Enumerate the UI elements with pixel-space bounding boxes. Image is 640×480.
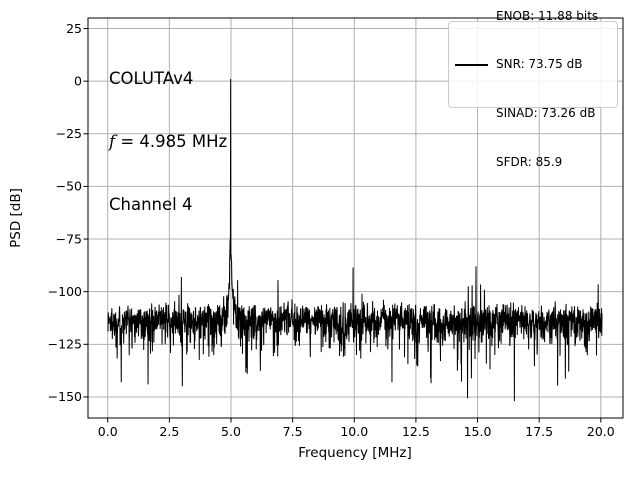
y-tick-label: −75 [56, 231, 82, 246]
legend-entry-sfdr: SFDR: 85.9 [496, 154, 563, 169]
y-tick-label: −150 [48, 389, 82, 404]
y-tick-label: −100 [48, 284, 82, 299]
y-tick-label: −25 [56, 126, 82, 141]
psd-trace [107, 79, 603, 402]
x-axis-label: Frequency [MHz] [298, 445, 412, 461]
annotation-channel: Channel 4 [109, 195, 193, 214]
legend-entry-sinad: SINAD: 73.26 dB [496, 106, 596, 121]
frequency-value: = 4.985 MHz [115, 132, 228, 151]
x-tick-label: 20.0 [587, 424, 615, 439]
legend-entry-enob: ENOB: 11.88 bits [496, 8, 599, 23]
x-tick-label: 17.5 [525, 424, 553, 439]
x-tick-label: 0.0 [98, 424, 118, 439]
x-tick-label: 15.0 [464, 424, 492, 439]
y-axis-label: PSD [dB] [8, 188, 24, 248]
y-tick-label: −125 [48, 337, 82, 352]
y-tick-label: 0 [74, 73, 82, 88]
legend-box: AWG: 10.0 Vpp ENOB: 11.88 bits SNR: 73.7… [448, 9, 618, 169]
legend-entry-snr: SNR: 73.75 dB [496, 57, 583, 72]
annotation-frequency: f = 4.985 MHz [109, 131, 227, 152]
x-tick-label: 7.5 [283, 424, 303, 439]
frequency-symbol: f [109, 132, 116, 151]
x-tick-label: 5.0 [221, 424, 241, 439]
annotation-device: COLUTAv4 [109, 69, 194, 88]
x-tick-label: 2.5 [159, 424, 179, 439]
plot-spines [87, 17, 624, 419]
legend-entries: AWG: 10.0 Vpp ENOB: 11.88 bits SNR: 73.7… [496, 0, 598, 202]
legend-line-marker [455, 63, 488, 66]
y-tick-label: −50 [56, 179, 82, 194]
x-tick-label: 10.0 [340, 424, 368, 439]
y-tick-label: 25 [66, 21, 82, 36]
x-tick-label: 12.5 [402, 424, 430, 439]
plot-annotation: COLUTAv4 f = 4.985 MHz Channel 4 [109, 26, 227, 257]
